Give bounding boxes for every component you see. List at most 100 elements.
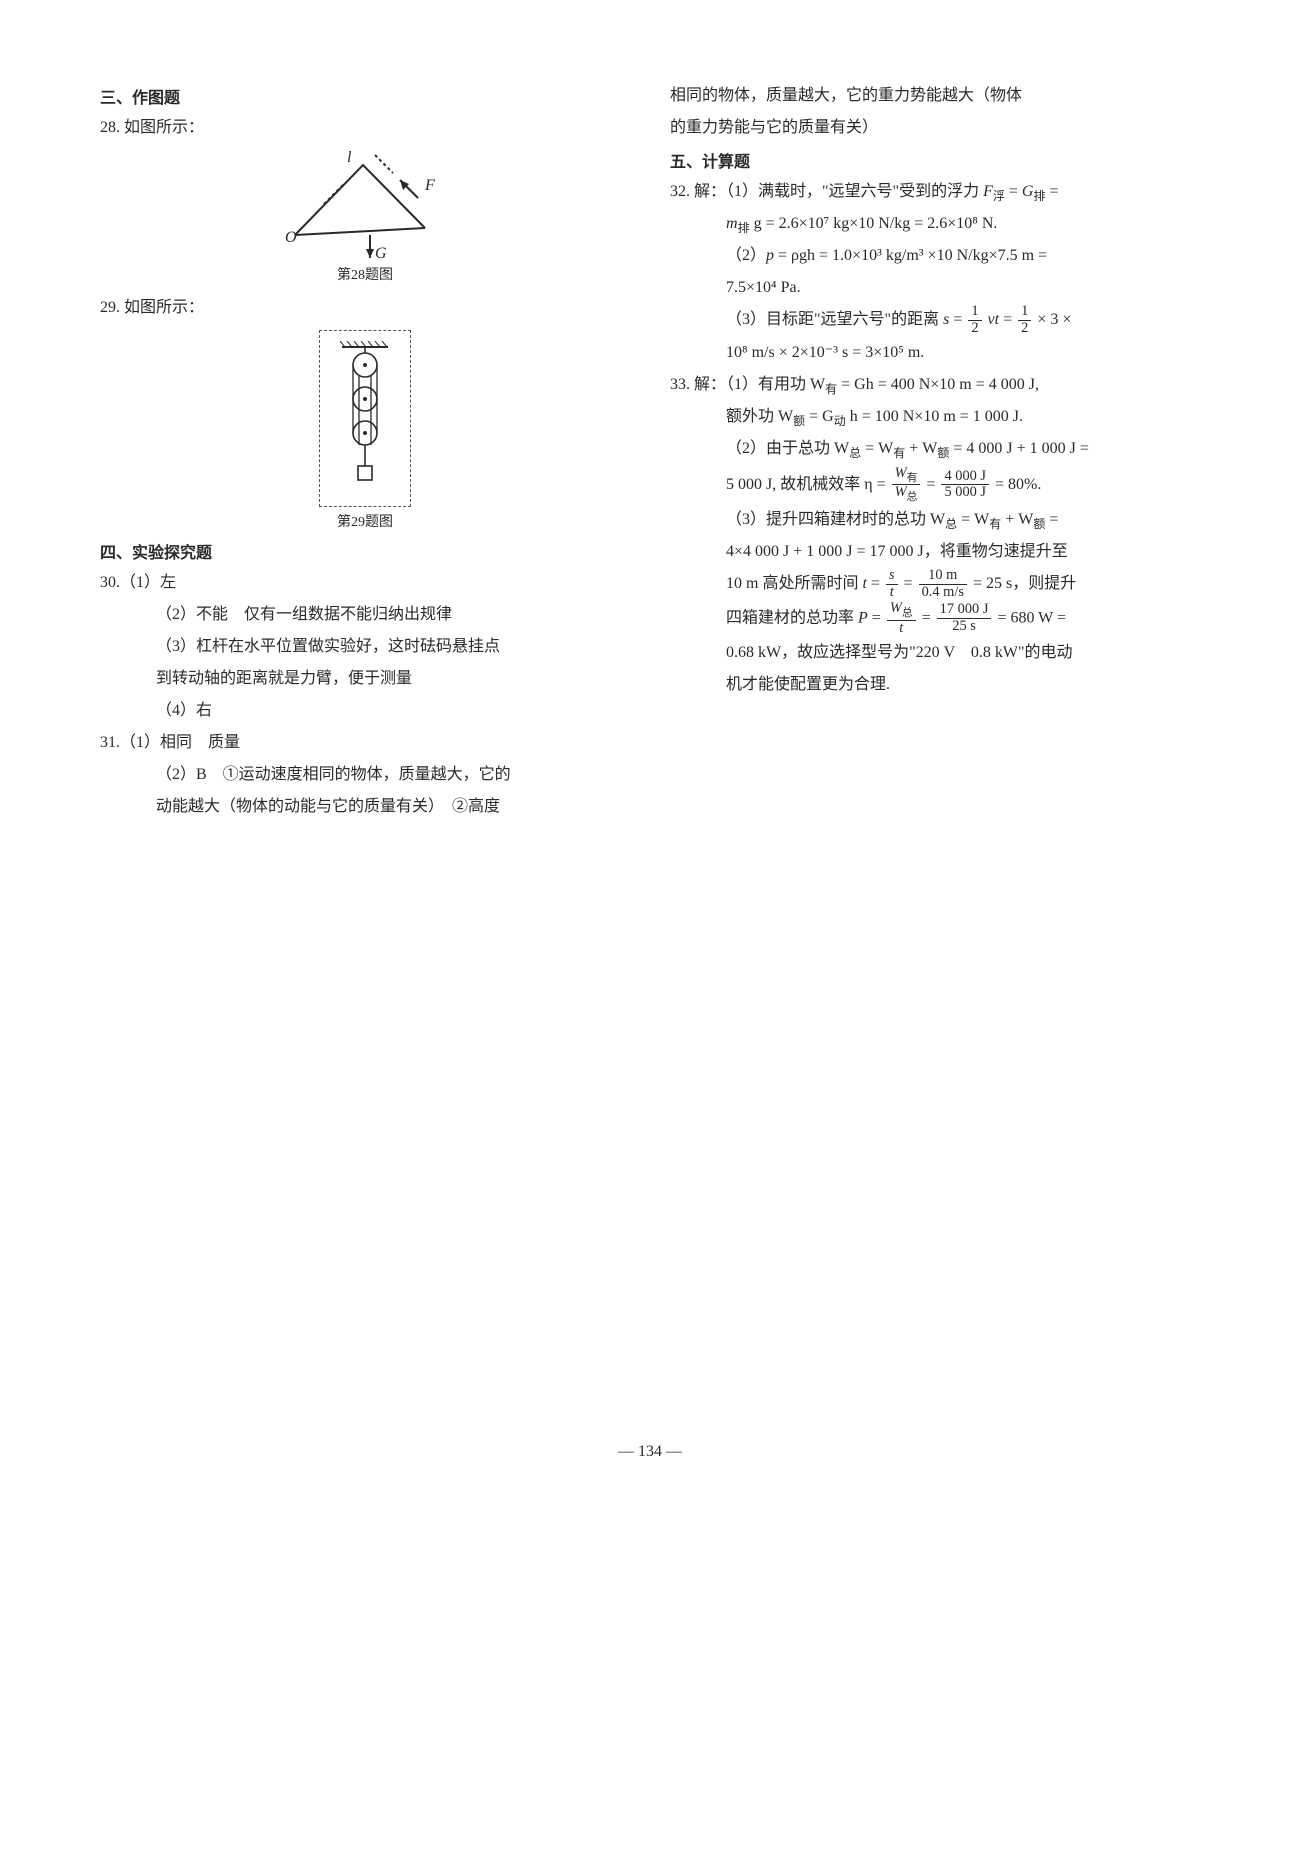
q33-p3-sub2: 有 — [893, 447, 905, 461]
q33-frac-sv1: st — [886, 568, 898, 601]
frac-d: 25 s — [937, 619, 992, 635]
q33-frac-Wt2: 17 000 J25 s — [937, 602, 992, 635]
q32-eq1: = — [1009, 183, 1022, 200]
q32-p2a-eq: = ρgh = 1.0×10³ kg/m³ ×10 N/kg×7.5 m = — [774, 247, 1047, 264]
q33-p7: 10 m 高处所需时间 t = st = 10 m0.4 m/s = 25 s，… — [670, 568, 1200, 601]
q33-p2-mid: = G — [805, 408, 834, 425]
q33-p5-mid: = W — [957, 511, 989, 528]
figure-29: 第29题图 — [100, 330, 630, 531]
q32-G: G — [1022, 183, 1034, 200]
q33-P: P — [858, 609, 868, 626]
q33-p2-sub2: 动 — [834, 414, 846, 428]
q33-p3-sub3: 额 — [937, 447, 949, 461]
q33-p5-mid2: + W — [1001, 511, 1033, 528]
q32-p1b-text: g = 2.6×10⁷ kg×10 N/kg = 2.6×10⁸ N. — [750, 215, 998, 232]
q33-p1: 33. 解：（1）有用功 W有 = Gh = 400 N×10 m = 4 00… — [670, 369, 1200, 401]
q32-p1a: 32. 解：（1）满载时，"远望六号"受到的浮力 — [670, 183, 983, 200]
q30-1: 30.（1）左 — [100, 567, 630, 599]
q33-p3-mid: = W — [861, 440, 893, 457]
q32-p-var: p — [766, 247, 774, 264]
q33-p5-sub3: 额 — [1033, 517, 1045, 531]
page-columns: 三、作图题 28. 如图所示： O l F G 第28题图 29. 如图所示： — [100, 80, 1200, 823]
frac-n: W有 — [892, 466, 921, 486]
q33-p7-eq: = — [871, 575, 884, 592]
q33-p4-pre: 5 000 J, 故机械效率 η = — [726, 476, 890, 493]
frac-d: W总 — [892, 485, 921, 504]
q33-p1-sub: 有 — [825, 382, 837, 396]
q32-s: s — [943, 311, 949, 328]
q33-p2: 额外功 W额 = G动 h = 100 N×10 m = 1 000 J. — [670, 401, 1200, 433]
q33-p5: （3）提升四箱建材时的总功 W总 = W有 + W额 = — [670, 504, 1200, 536]
q32-p3a-pre: （3）目标距"远望六号"的距离 — [726, 311, 943, 328]
q32-p3-eq1: = — [953, 311, 966, 328]
q30-3b: 到转动轴的距离就是力臂，便于测量 — [100, 663, 630, 695]
q33-p3-mid2: + W — [905, 440, 937, 457]
q31-2b: 动能越大（物体的动能与它的质量有关） ②高度 — [100, 791, 630, 823]
q33-frac-sv2: 10 m0.4 m/s — [919, 568, 967, 601]
fig28-caption: 第28题图 — [337, 264, 393, 284]
q33-p8: 四箱建材的总功率 P = W总 t = 17 000 J25 s = 680 W… — [670, 601, 1200, 637]
q33-p4: 5 000 J, 故机械效率 η = W有 W总 = 4 000 J5 000 … — [670, 466, 1200, 505]
q33-frac-Wt1: W总 t — [887, 601, 916, 637]
q32-frac-half-1: 12 — [968, 304, 981, 337]
frac-n: 1 — [968, 304, 981, 321]
q32-p1b: m排 g = 2.6×10⁷ kg×10 N/kg = 2.6×10⁸ N. — [670, 208, 1200, 240]
frac-n: 1 — [1018, 304, 1031, 321]
frac-n: 10 m — [919, 568, 967, 585]
q32-p3b: 10⁸ m/s × 2×10⁻³ s = 3×10⁵ m. — [670, 337, 1200, 369]
frac-d: 0.4 m/s — [919, 585, 967, 601]
q31-2a: （2）B ①运动速度相同的物体，质量越大，它的 — [100, 759, 630, 791]
q33-p3-tail: = 4 000 J + 1 000 J = — [949, 440, 1089, 457]
fig28-label-F: F — [424, 177, 435, 194]
frac-d: t — [886, 585, 898, 601]
q33-p1-pre: 33. 解：（1）有用功 W — [670, 376, 825, 393]
fig28-svg: O l F G — [275, 150, 455, 260]
q33-p5-pre: （3）提升四箱建材时的总功 W — [726, 511, 945, 528]
q33-p3-sub: 总 — [849, 447, 861, 461]
q32-m-sub: 排 — [738, 221, 750, 235]
fig29-caption: 第29题图 — [337, 511, 393, 531]
q32-p3-tail: × 3 × — [1037, 311, 1071, 328]
frac-n: 4 000 J — [941, 469, 989, 486]
W-var: W — [895, 484, 907, 500]
right-column: 相同的物体，质量越大，它的重力势能越大（物体 的重力势能与它的质量有关） 五、计… — [670, 80, 1200, 823]
q33-p8-pre: 四箱建材的总功率 — [726, 609, 858, 626]
frac-n: s — [886, 568, 898, 585]
q31-cont-b: 的重力势能与它的质量有关） — [670, 112, 1200, 144]
q31-cont-a: 相同的物体，质量越大，它的重力势能越大（物体 — [670, 80, 1200, 112]
q30-2: （2）不能 仅有一组数据不能归纳出规律 — [100, 599, 630, 631]
q33-p3-pre: （2）由于总功 W — [726, 440, 849, 457]
q33-p4-tail: = 80%. — [995, 476, 1041, 493]
q33-p6: 4×4 000 J + 1 000 J = 17 000 J，将重物匀速提升至 — [670, 536, 1200, 568]
page-number: — 134 — — [100, 1443, 1200, 1461]
W-sub: 总 — [902, 607, 913, 619]
section-4-heading: 四、实验探究题 — [100, 539, 630, 563]
q32-p2a: （2）p = ρgh = 1.0×10³ kg/m³ ×10 N/kg×7.5 … — [670, 240, 1200, 272]
q32-p3a: （3）目标距"远望六号"的距离 s = 12 vt = 12 × 3 × — [670, 304, 1200, 337]
fig28-label-l: l — [347, 150, 352, 166]
q29-label: 29. 如图所示： — [100, 292, 630, 324]
frac-d: 2 — [1018, 321, 1031, 337]
fig28-label-O: O — [285, 229, 297, 246]
fig29-svg — [338, 341, 392, 491]
W-sub: 有 — [907, 472, 918, 484]
q33-frac-eta1: W有 W总 — [892, 466, 921, 505]
q33-p1-tail: = Gh = 400 N×10 m = 4 000 J, — [837, 376, 1039, 393]
frac-d: 2 — [968, 321, 981, 337]
q33-p10: 机才能使配置更为合理. — [670, 669, 1200, 701]
left-column: 三、作图题 28. 如图所示： O l F G 第28题图 29. 如图所示： — [100, 80, 630, 823]
q32-p2b: 7.5×10⁴ Pa. — [670, 272, 1200, 304]
q33-p7-pre: 10 m 高处所需时间 — [726, 575, 862, 592]
q30-3a: （3）杠杆在水平位置做实验好，这时砝码悬挂点 — [100, 631, 630, 663]
section-3-heading: 三、作图题 — [100, 84, 630, 108]
q31-1: 31.（1）相同 质量 — [100, 727, 630, 759]
frac-n: 17 000 J — [937, 602, 992, 619]
q32-p2a-pre: （2） — [726, 247, 766, 264]
q33-p4-eq: = — [926, 476, 939, 493]
q33-p2-sub: 额 — [793, 414, 805, 428]
frac-n: W总 — [887, 601, 916, 621]
q32-m: m — [726, 215, 738, 232]
q33-p5-sub: 总 — [945, 517, 957, 531]
q32-G-sub: 排 — [1033, 189, 1045, 203]
q33-p2-pre: 额外功 W — [726, 408, 793, 425]
